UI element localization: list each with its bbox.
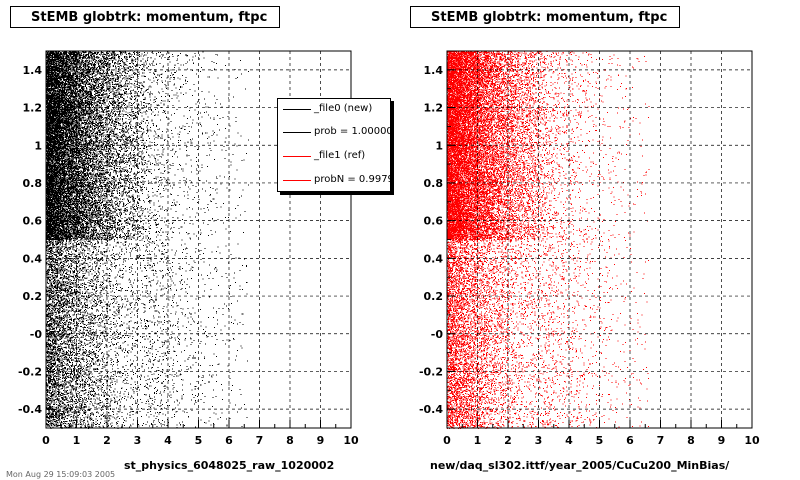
legend-line-swatch — [283, 109, 311, 110]
y-tick-label: 0.2 — [23, 290, 43, 303]
legend-entry-label: _file0 (new) — [314, 103, 373, 114]
y-tick-label: 1.4 — [23, 64, 43, 77]
x-tick-label: 4 — [164, 434, 172, 447]
y-tick-label: -0.4 — [18, 403, 42, 416]
x-tick-label: 5 — [596, 434, 604, 447]
legend-entry: prob = 1.000000 — [278, 125, 391, 139]
x-axis-title-left: st_physics_6048025_raw_1020002 — [124, 459, 335, 472]
y-tick-label: 0.8 — [23, 177, 43, 190]
y-tick-label: 0.4 — [23, 252, 43, 265]
x-tick-label: 10 — [744, 434, 760, 447]
x-tick-label: 1 — [474, 434, 482, 447]
y-tick-label: 0.6 — [424, 215, 444, 228]
y-tick-label: 0.8 — [424, 177, 444, 190]
legend-line-swatch — [283, 156, 311, 157]
x-tick-label: 7 — [657, 434, 665, 447]
x-tick-label: 6 — [626, 434, 634, 447]
x-tick-label: 5 — [195, 434, 203, 447]
legend-entry: probN = 0.997963 — [278, 173, 390, 187]
x-tick-label: 3 — [535, 434, 543, 447]
x-tick-label: 9 — [718, 434, 726, 447]
legend-line-swatch — [283, 132, 311, 133]
x-tick-label: 10 — [343, 434, 359, 447]
y-tick-label: 1 — [34, 139, 42, 152]
y-tick-label: -0 — [431, 328, 444, 341]
y-tick-label: 0.6 — [23, 215, 43, 228]
y-tick-label: 0.4 — [424, 252, 444, 265]
timestamp-footer: Mon Aug 29 15:09:03 2005 — [6, 470, 116, 479]
y-tick-label: 1 — [435, 139, 443, 152]
x-tick-label: 8 — [687, 434, 695, 447]
legend-entry: _file1 (ref) — [278, 149, 390, 163]
x-tick-label: 2 — [504, 434, 512, 447]
chart-title-left: StEMB globtrk: momentum, ftpc — [10, 6, 280, 28]
scatter-points — [447, 51, 650, 429]
legend: _file0 (new) prob = 1.000000 _file1 (ref… — [277, 98, 391, 192]
legend-entry: _file0 (new) — [278, 102, 390, 116]
y-tick-label: -0.2 — [419, 365, 443, 378]
x-tick-label: 4 — [565, 434, 573, 447]
x-axis-title-right: new/daq_sl302.ittf/year_2005/CuCu200_Min… — [430, 459, 730, 472]
x-tick-label: 8 — [286, 434, 294, 447]
y-tick-label: 1.4 — [424, 64, 444, 77]
x-tick-label: 6 — [225, 434, 233, 447]
x-tick-label: 9 — [317, 434, 325, 447]
legend-line-swatch — [283, 180, 311, 181]
x-tick-label: 0 — [443, 434, 451, 447]
legend-entry-label: probN = 0.997963 — [314, 174, 390, 185]
y-tick-label: -0.2 — [18, 365, 42, 378]
legend-entry-label: prob = 1.000000 — [314, 126, 391, 137]
x-tick-label: 0 — [42, 434, 50, 447]
y-tick-label: 1.2 — [424, 102, 444, 115]
y-tick-label: 0.2 — [424, 290, 444, 303]
y-tick-label: 1.2 — [23, 102, 43, 115]
x-tick-label: 2 — [103, 434, 111, 447]
legend-entry-label: _file1 (ref) — [314, 150, 366, 161]
y-tick-label: -0.4 — [419, 403, 443, 416]
chart-title-right: StEMB globtrk: momentum, ftpc — [410, 6, 680, 28]
x-tick-label: 1 — [73, 434, 81, 447]
y-tick-label: -0 — [30, 328, 43, 341]
x-tick-label: 3 — [134, 434, 142, 447]
x-tick-label: 7 — [256, 434, 264, 447]
